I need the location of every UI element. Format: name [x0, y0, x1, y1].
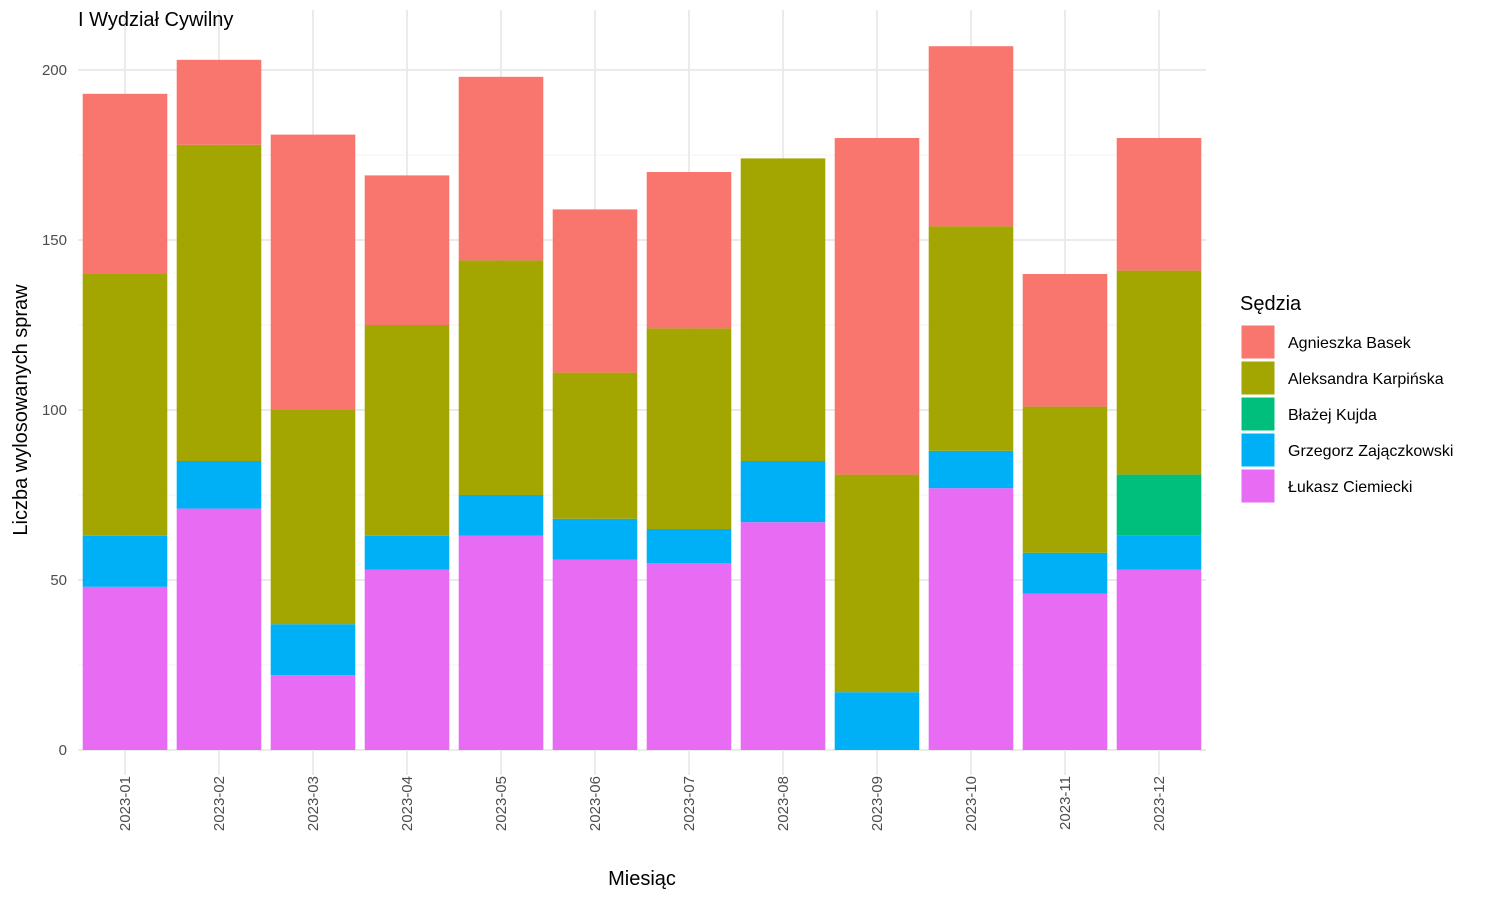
- bar-segment: [834, 474, 920, 693]
- x-tick-label: 2023-12: [1151, 776, 1168, 831]
- bar-segment: [834, 692, 920, 750]
- y-axis-title: Liczba wylosowanych spraw: [10, 284, 32, 536]
- bar-segment: [1116, 138, 1202, 271]
- x-tick-label: 2023-04: [399, 776, 416, 831]
- bar-segment: [458, 76, 544, 261]
- legend-label: Grzegorz Zajączkowski: [1288, 443, 1453, 460]
- bar-segment: [552, 559, 638, 750]
- y-tick-label: 150: [42, 232, 67, 249]
- bar-segment: [82, 274, 168, 536]
- bar-segment: [552, 372, 638, 519]
- bar-segment: [270, 624, 356, 676]
- bar-segment: [740, 158, 826, 461]
- bar-segment: [1116, 474, 1202, 536]
- bar-segment: [1022, 552, 1108, 594]
- legend-items: Agnieszka Basek Aleksandra Karpińska Błaże…: [1240, 324, 1453, 504]
- bar-segment: [928, 488, 1014, 750]
- legend-label: Błażej Kujda: [1288, 407, 1377, 424]
- bar-segment: [270, 410, 356, 625]
- x-tick-label: 2023-11: [1057, 776, 1074, 830]
- chart-title: I Wydział Cywilny: [78, 9, 233, 31]
- bar-segment: [552, 518, 638, 560]
- bar-segment: [1116, 270, 1202, 475]
- legend-label: Aleksandra Karpińska: [1288, 371, 1444, 388]
- x-tick-label: 2023-06: [587, 776, 604, 831]
- legend-label: Łukasz Ciemiecki: [1288, 479, 1412, 496]
- y-tick-label: 100: [42, 402, 67, 419]
- legend-title: Sędzia: [1240, 293, 1302, 315]
- bar-segment: [270, 675, 356, 750]
- bar-segment: [1022, 406, 1108, 553]
- y-tick-label: 50: [50, 572, 67, 589]
- bar-segment: [928, 450, 1014, 489]
- x-tick-label: 2023-07: [681, 776, 698, 831]
- legend: Sędzia Agnieszka Basek Aleksandra Karpińs…: [1240, 293, 1453, 504]
- x-axis-title: Miesiąc: [608, 868, 676, 890]
- bar-segment: [1022, 274, 1108, 407]
- bar-segment: [270, 134, 356, 410]
- bar-segment: [646, 563, 732, 750]
- bar-segment: [176, 59, 262, 145]
- bar-segment: [1116, 535, 1202, 570]
- bar-segment: [82, 93, 168, 274]
- x-tick-label: 2023-09: [869, 776, 886, 831]
- x-tick-label: 2023-01: [117, 776, 134, 831]
- bar-segment: [364, 569, 450, 750]
- bar-segment: [364, 535, 450, 570]
- y-tick-label: 200: [42, 62, 67, 79]
- bars-layer: [82, 46, 1202, 750]
- x-tick-label: 2023-08: [775, 776, 792, 831]
- bar-segment: [458, 260, 544, 495]
- bar-segment: [1022, 593, 1108, 750]
- bar-segment: [82, 586, 168, 750]
- bar-segment: [552, 209, 638, 373]
- bar-segment: [928, 226, 1014, 451]
- bar-segment: [646, 529, 732, 563]
- legend-key: [1240, 324, 1276, 360]
- bar-segment: [740, 461, 826, 523]
- bar-segment: [364, 175, 450, 325]
- x-tick-label: 2023-10: [963, 776, 980, 831]
- bar-segment: [458, 495, 544, 536]
- legend-label: Agnieszka Basek: [1288, 335, 1412, 352]
- legend-key: [1240, 468, 1276, 504]
- bar-segment: [176, 144, 262, 462]
- x-tick-label: 2023-03: [305, 776, 322, 831]
- bar-segment: [176, 461, 262, 509]
- bar-segment: [646, 172, 732, 329]
- bar-segment: [1116, 569, 1202, 750]
- bar-segment: [834, 138, 920, 475]
- bar-segment: [646, 328, 732, 529]
- bar-segment: [740, 522, 826, 750]
- x-tick-label: 2023-05: [493, 776, 510, 831]
- legend-key: [1240, 360, 1276, 396]
- bar-segment: [458, 535, 544, 750]
- legend-key: [1240, 396, 1276, 432]
- legend-key: [1240, 432, 1276, 468]
- axis-layer: 0 50 100 150 200 2023-01 2023-02 2023-03 2023-04…: [42, 62, 1168, 831]
- bar-segment: [364, 325, 450, 536]
- x-tick-label: 2023-02: [211, 776, 228, 831]
- bar-segment: [82, 535, 168, 587]
- y-tick-label: 0: [59, 742, 67, 759]
- bar-segment: [176, 508, 262, 750]
- bar-segment: [928, 46, 1014, 227]
